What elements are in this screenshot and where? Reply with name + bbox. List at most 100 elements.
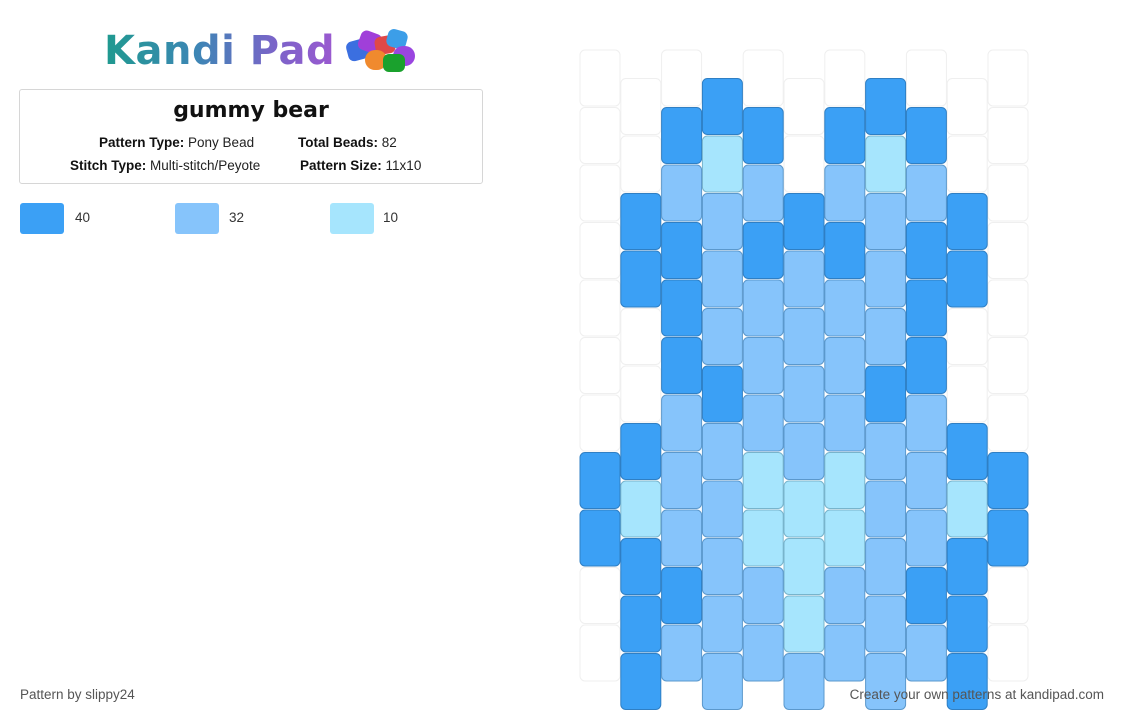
bead[interactable] bbox=[620, 250, 662, 308]
bead[interactable] bbox=[701, 78, 743, 135]
bead[interactable] bbox=[701, 193, 743, 250]
bead[interactable] bbox=[905, 567, 947, 624]
bead[interactable] bbox=[865, 78, 907, 135]
bead[interactable] bbox=[620, 480, 662, 538]
bead[interactable] bbox=[661, 624, 703, 682]
bead[interactable] bbox=[783, 308, 825, 365]
bead-empty[interactable] bbox=[946, 135, 988, 193]
bead[interactable] bbox=[865, 595, 907, 653]
bead-empty[interactable] bbox=[987, 337, 1029, 394]
bead[interactable] bbox=[946, 595, 988, 653]
bead[interactable] bbox=[824, 107, 866, 164]
bead[interactable] bbox=[824, 509, 866, 567]
bead[interactable] bbox=[661, 107, 703, 164]
bead-empty[interactable] bbox=[742, 49, 784, 107]
bead[interactable] bbox=[742, 452, 784, 509]
bead-empty[interactable] bbox=[579, 107, 621, 164]
color-swatch-medium-blue[interactable] bbox=[175, 203, 219, 234]
bead[interactable] bbox=[661, 452, 703, 509]
bead[interactable] bbox=[865, 250, 907, 308]
bead[interactable] bbox=[865, 193, 907, 250]
bead[interactable] bbox=[701, 595, 743, 653]
bead-empty[interactable] bbox=[579, 624, 621, 682]
bead[interactable] bbox=[742, 394, 784, 452]
bead[interactable] bbox=[824, 337, 866, 394]
bead-empty[interactable] bbox=[946, 365, 988, 423]
bead[interactable] bbox=[783, 423, 825, 480]
bead[interactable] bbox=[865, 135, 907, 193]
bead[interactable] bbox=[620, 193, 662, 250]
bead[interactable] bbox=[946, 538, 988, 595]
bead[interactable] bbox=[865, 480, 907, 538]
bead[interactable] bbox=[661, 567, 703, 624]
kandi-pad-logo[interactable]: Kandi Pad bbox=[104, 26, 421, 76]
bead[interactable] bbox=[905, 509, 947, 567]
bead[interactable] bbox=[661, 279, 703, 337]
bead[interactable] bbox=[661, 337, 703, 394]
bead[interactable] bbox=[661, 394, 703, 452]
bead[interactable] bbox=[701, 653, 743, 710]
bead[interactable] bbox=[824, 164, 866, 222]
color-swatch-dark-blue[interactable] bbox=[20, 203, 64, 234]
bead-empty[interactable] bbox=[987, 624, 1029, 682]
bead-empty[interactable] bbox=[987, 279, 1029, 337]
bead[interactable] bbox=[946, 250, 988, 308]
bead[interactable] bbox=[783, 365, 825, 423]
bead[interactable] bbox=[620, 423, 662, 480]
bead[interactable] bbox=[865, 653, 907, 710]
bead[interactable] bbox=[579, 509, 621, 567]
bead-empty[interactable] bbox=[783, 135, 825, 193]
bead-empty[interactable] bbox=[579, 394, 621, 452]
bead[interactable] bbox=[701, 480, 743, 538]
bead[interactable] bbox=[946, 480, 988, 538]
bead[interactable] bbox=[701, 365, 743, 423]
bead-empty[interactable] bbox=[946, 78, 988, 135]
bead-empty[interactable] bbox=[987, 49, 1029, 107]
bead[interactable] bbox=[742, 107, 784, 164]
bead[interactable] bbox=[620, 653, 662, 710]
bead[interactable] bbox=[742, 337, 784, 394]
bead[interactable] bbox=[905, 394, 947, 452]
bead[interactable] bbox=[946, 193, 988, 250]
bead[interactable] bbox=[824, 452, 866, 509]
bead-empty[interactable] bbox=[783, 78, 825, 135]
bead[interactable] bbox=[620, 538, 662, 595]
bead[interactable] bbox=[783, 480, 825, 538]
bead[interactable] bbox=[783, 250, 825, 308]
bead[interactable] bbox=[865, 365, 907, 423]
bead[interactable] bbox=[824, 222, 866, 279]
bead[interactable] bbox=[579, 452, 621, 509]
bead[interactable] bbox=[824, 279, 866, 337]
bead[interactable] bbox=[742, 164, 784, 222]
bead[interactable] bbox=[742, 279, 784, 337]
bead[interactable] bbox=[742, 509, 784, 567]
bead-empty[interactable] bbox=[987, 567, 1029, 624]
bead[interactable] bbox=[661, 509, 703, 567]
bead-empty[interactable] bbox=[579, 49, 621, 107]
bead-empty[interactable] bbox=[620, 365, 662, 423]
bead[interactable] bbox=[865, 423, 907, 480]
bead[interactable] bbox=[865, 538, 907, 595]
bead[interactable] bbox=[946, 423, 988, 480]
bead[interactable] bbox=[620, 595, 662, 653]
create-patterns-link[interactable]: Create your own patterns at kandipad.com bbox=[849, 687, 1104, 702]
bead-empty[interactable] bbox=[987, 164, 1029, 222]
bead[interactable] bbox=[661, 164, 703, 222]
bead-empty[interactable] bbox=[579, 222, 621, 279]
bead[interactable] bbox=[905, 279, 947, 337]
bead[interactable] bbox=[905, 337, 947, 394]
bead-empty[interactable] bbox=[579, 164, 621, 222]
bead-empty[interactable] bbox=[620, 78, 662, 135]
bead-empty[interactable] bbox=[946, 308, 988, 365]
bead[interactable] bbox=[701, 423, 743, 480]
bead[interactable] bbox=[783, 653, 825, 710]
color-swatch-light-blue[interactable] bbox=[330, 203, 374, 234]
bead[interactable] bbox=[987, 452, 1029, 509]
bead[interactable] bbox=[824, 394, 866, 452]
bead[interactable] bbox=[987, 509, 1029, 567]
bead[interactable] bbox=[905, 452, 947, 509]
bead-empty[interactable] bbox=[661, 49, 703, 107]
bead[interactable] bbox=[742, 624, 784, 682]
bead[interactable] bbox=[701, 135, 743, 193]
bead[interactable] bbox=[824, 567, 866, 624]
